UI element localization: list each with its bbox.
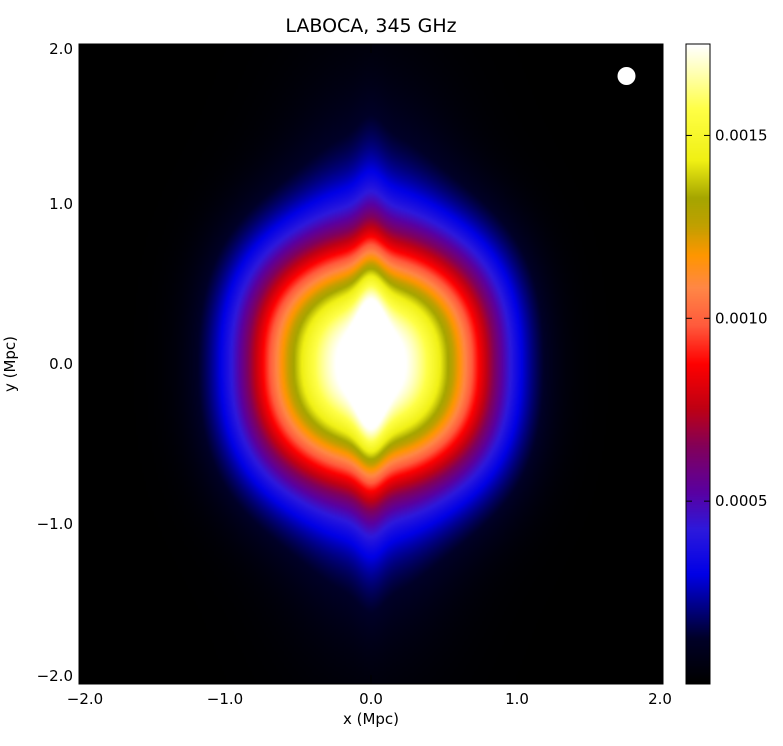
x-tick-label: 1.0 [505, 690, 529, 708]
y-tick-label: −1.0 [37, 515, 73, 533]
y-tick-label: −2.0 [37, 667, 73, 685]
x-tick-label: −1.0 [207, 690, 243, 708]
x-tick-label: 0.0 [359, 690, 383, 708]
colorbar: 0.0015 0.0010 0.0005 [685, 43, 768, 685]
colorbar-frame [685, 43, 711, 685]
colorbar-ticks: 0.0015 0.0010 0.0005 [686, 126, 768, 510]
chart-title: LABOCA, 345 GHz [285, 15, 456, 37]
x-axis: −2.0 −1.0 0.0 1.0 2.0 [67, 44, 672, 708]
x-tick-label: −2.0 [67, 690, 103, 708]
x-axis-label: x (Mpc) [343, 710, 399, 728]
colorbar-tick-label: 0.0015 [715, 126, 768, 144]
beam-marker [617, 67, 636, 85]
colorbar-tick-label: 0.0010 [715, 309, 768, 327]
x-tick-label: 2.0 [648, 690, 672, 708]
y-tick-label: 1.0 [49, 195, 73, 213]
y-tick-label: 2.0 [49, 40, 73, 58]
colorbar-gradient [686, 44, 710, 684]
y-axis-label: y (Mpc) [1, 336, 19, 392]
y-tick-label: 0.0 [49, 355, 73, 373]
heatmap-image [79, 44, 663, 684]
colorbar-tick-label: 0.0005 [715, 492, 768, 510]
y-axis: −2.0 −1.0 0.0 1.0 2.0 [37, 40, 663, 685]
heatmap-panel [78, 43, 664, 685]
